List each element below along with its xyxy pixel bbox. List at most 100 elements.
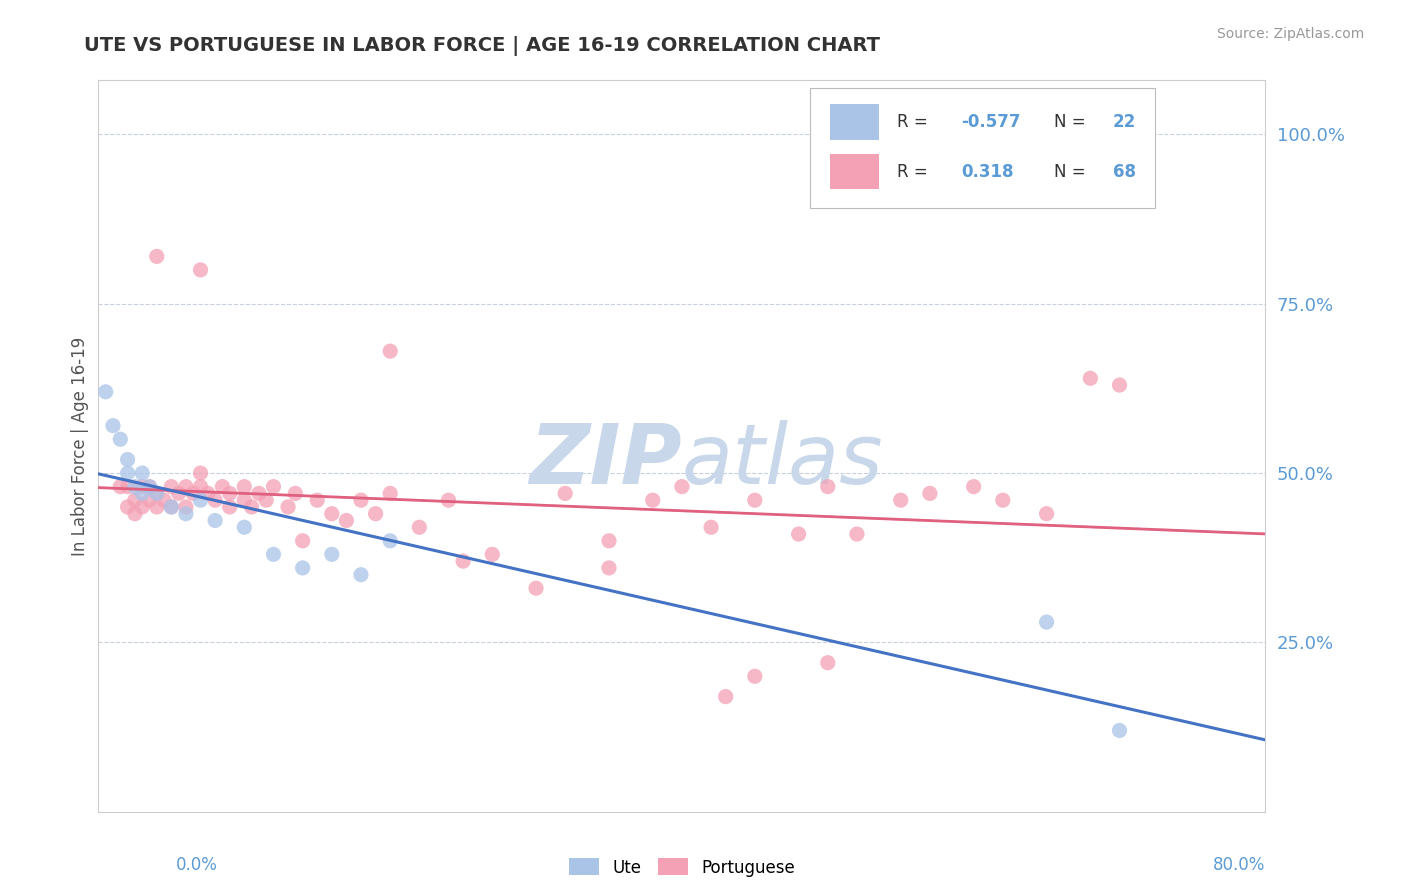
Point (160, 500, 183, 514)
FancyBboxPatch shape (810, 87, 1154, 209)
Point (190, 493, 212, 508)
Point (554, 486, 576, 500)
Point (190, 466, 212, 480)
Point (117, 480, 139, 494)
Point (153, 493, 176, 508)
Point (197, 486, 219, 500)
Point (277, 500, 299, 514)
Point (1108, 378, 1130, 392)
Point (204, 514, 226, 528)
Point (700, 520, 723, 534)
Point (1035, 615, 1057, 629)
Point (124, 480, 146, 494)
Point (146, 486, 169, 500)
Point (131, 466, 153, 480)
Text: 0.0%: 0.0% (176, 855, 218, 873)
Text: 0.318: 0.318 (960, 162, 1014, 181)
Text: ZIP: ZIP (529, 420, 682, 501)
Point (671, 480, 693, 494)
Point (380, 486, 402, 500)
Point (160, 500, 183, 514)
Text: Source: ZipAtlas.com: Source: ZipAtlas.com (1216, 27, 1364, 41)
Point (174, 480, 197, 494)
Point (211, 480, 233, 494)
Point (233, 480, 256, 494)
Point (991, 493, 1014, 508)
Point (218, 486, 240, 500)
Point (1080, 371, 1102, 385)
Point (233, 493, 256, 508)
Point (321, 547, 343, 561)
Point (247, 486, 270, 500)
Point (451, 554, 474, 568)
Point (524, 581, 547, 595)
Point (131, 500, 153, 514)
Point (408, 520, 430, 534)
Point (110, 480, 132, 494)
Point (117, 466, 139, 480)
Point (138, 480, 160, 494)
Point (291, 561, 314, 575)
Point (124, 493, 146, 508)
Point (817, 480, 839, 494)
Bar (830, 104, 879, 139)
Point (131, 480, 153, 494)
Point (481, 547, 503, 561)
Point (817, 656, 839, 670)
Point (284, 486, 307, 500)
Text: N =: N = (1054, 113, 1085, 131)
Point (146, 486, 169, 500)
Point (641, 493, 664, 508)
Point (167, 486, 190, 500)
Point (138, 493, 160, 508)
Bar (830, 154, 879, 189)
Text: 80.0%: 80.0% (1213, 855, 1265, 873)
Point (110, 432, 132, 446)
Point (598, 561, 620, 575)
Point (124, 507, 146, 521)
Text: atlas: atlas (682, 420, 883, 501)
Point (1035, 507, 1057, 521)
Point (160, 480, 183, 494)
Point (131, 486, 153, 500)
Point (364, 507, 387, 521)
Point (350, 493, 373, 508)
Point (240, 500, 263, 514)
Text: R =: R = (897, 113, 928, 131)
Point (146, 249, 169, 263)
Point (254, 493, 277, 508)
Point (335, 514, 357, 528)
Point (204, 493, 226, 508)
Text: 68: 68 (1112, 162, 1136, 181)
Point (714, 690, 737, 704)
Point (598, 533, 620, 548)
Point (437, 493, 460, 508)
Point (744, 493, 766, 508)
Point (846, 527, 869, 541)
Y-axis label: In Labor Force | Age 16-19: In Labor Force | Age 16-19 (70, 336, 89, 556)
Point (380, 533, 402, 548)
Point (117, 500, 139, 514)
Point (380, 344, 402, 359)
Point (307, 493, 329, 508)
Point (350, 567, 373, 582)
Point (94, 384, 117, 399)
Text: -0.577: -0.577 (960, 113, 1021, 131)
Point (138, 480, 160, 494)
Point (262, 480, 284, 494)
Point (1108, 723, 1130, 738)
Point (890, 493, 912, 508)
Point (262, 547, 284, 561)
Point (174, 507, 197, 521)
Text: 22: 22 (1112, 113, 1136, 131)
Point (918, 486, 941, 500)
Point (218, 500, 240, 514)
Point (190, 263, 212, 277)
Text: R =: R = (897, 162, 928, 181)
Point (744, 669, 766, 683)
Point (787, 527, 810, 541)
Point (291, 533, 314, 548)
Point (321, 507, 343, 521)
Point (101, 418, 124, 433)
Point (174, 500, 197, 514)
